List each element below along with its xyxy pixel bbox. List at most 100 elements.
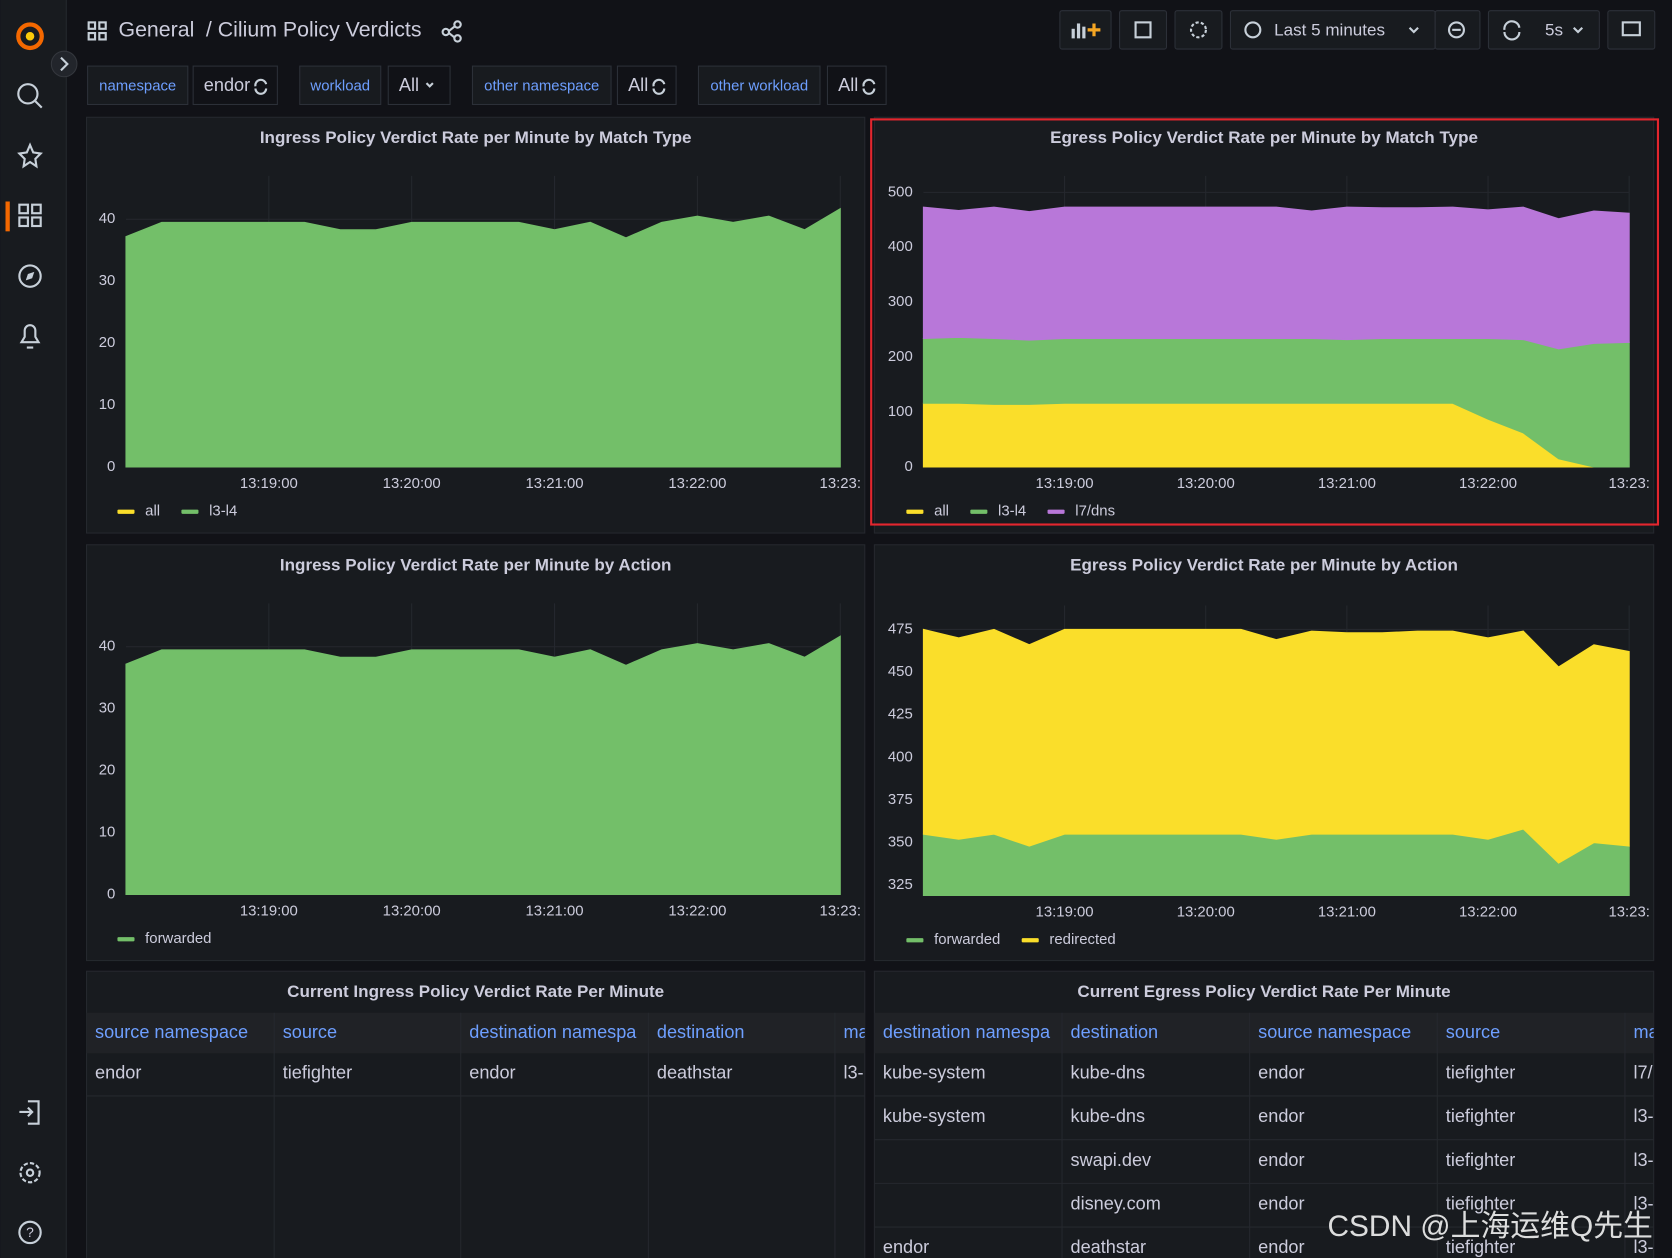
table-cell: tiefighter bbox=[1446, 1106, 1515, 1126]
legend-label: all bbox=[934, 503, 949, 520]
column-header[interactable]: source bbox=[283, 1022, 337, 1042]
column-header[interactable]: source namespace bbox=[95, 1022, 248, 1042]
add-panel-button[interactable] bbox=[1059, 10, 1112, 50]
panel-title: Ingress Policy Verdict Rate per Minute b… bbox=[280, 556, 672, 575]
refresh-icon bbox=[254, 78, 268, 95]
legend-swatch bbox=[906, 509, 924, 514]
x-tick-label: 13:22:00 bbox=[668, 475, 726, 492]
table-cell: tiefighter bbox=[1446, 1237, 1515, 1257]
grafana-logo[interactable] bbox=[16, 22, 44, 51]
variable-label: other workload bbox=[710, 77, 808, 94]
expand-button[interactable] bbox=[50, 50, 78, 78]
x-tick-label: 13:21:00 bbox=[1318, 475, 1376, 492]
active-indicator bbox=[5, 201, 10, 232]
expand-chevron bbox=[60, 56, 69, 72]
column-header[interactable]: destination namespa bbox=[883, 1022, 1051, 1042]
gear bbox=[19, 1162, 41, 1184]
zoom-out-button[interactable] bbox=[1434, 10, 1481, 50]
variable-label: workload bbox=[309, 77, 370, 94]
x-tick-label: 13:23: bbox=[820, 902, 861, 919]
column-header[interactable]: destination namespa bbox=[469, 1022, 637, 1042]
watermark: CSDN @上海运维Q先生 bbox=[1327, 1210, 1652, 1243]
x-tick-label: 13:21:00 bbox=[1318, 904, 1376, 921]
node bbox=[441, 27, 451, 37]
table-cell: swapi.dev bbox=[1071, 1150, 1152, 1170]
variable-label-box bbox=[87, 65, 189, 106]
sign-in-icon[interactable] bbox=[19, 1100, 40, 1125]
refresh-picker[interactable] bbox=[1487, 10, 1600, 50]
table-cell: tiefighter bbox=[1446, 1193, 1515, 1213]
chevron bbox=[1408, 26, 1419, 34]
variable-value-box[interactable] bbox=[387, 65, 451, 106]
settings-button[interactable] bbox=[1174, 10, 1223, 50]
y-tick-label: 100 bbox=[888, 403, 913, 420]
table-cell: endor bbox=[883, 1237, 929, 1257]
y-tick-label: 40 bbox=[99, 638, 116, 655]
legend-label: all bbox=[145, 503, 160, 520]
column-header[interactable]: ma bbox=[843, 1022, 869, 1042]
compass-needle bbox=[25, 271, 35, 281]
table-title: Current Egress Policy Verdict Rate Per M… bbox=[1077, 982, 1450, 1001]
table-cell: endor bbox=[1258, 1237, 1304, 1257]
dashboards-icon[interactable] bbox=[18, 203, 42, 228]
variable-value-box[interactable] bbox=[192, 65, 278, 106]
settings-icon[interactable] bbox=[19, 1162, 41, 1184]
help-icon[interactable]: ? bbox=[18, 1220, 42, 1245]
logo-ring bbox=[16, 22, 44, 51]
save-button[interactable] bbox=[1119, 10, 1168, 50]
y-tick-label: 400 bbox=[888, 748, 913, 765]
column-header[interactable]: ma bbox=[1633, 1022, 1659, 1042]
x-tick-label: 13:21:00 bbox=[526, 902, 584, 919]
table-cell: endor bbox=[95, 1062, 141, 1082]
table-cell: kube-system bbox=[883, 1106, 986, 1126]
grid-cell bbox=[31, 216, 42, 228]
dashboard-title[interactable]: / Cilium Policy Verdicts bbox=[206, 18, 422, 42]
search-handle bbox=[34, 100, 43, 109]
column-header[interactable]: source bbox=[1446, 1022, 1500, 1042]
node bbox=[453, 34, 462, 43]
table-cell: tiefighter bbox=[1446, 1150, 1515, 1170]
table-cell: l3- bbox=[1633, 1150, 1653, 1170]
column-header[interactable]: source namespace bbox=[1258, 1022, 1411, 1042]
table-cell: l3- bbox=[1633, 1237, 1653, 1257]
variable-value: All bbox=[628, 75, 648, 95]
search-icon[interactable] bbox=[17, 83, 43, 109]
chevron-icon bbox=[425, 82, 434, 88]
variable-value-box[interactable] bbox=[616, 65, 677, 106]
alerting-icon[interactable] bbox=[19, 324, 41, 349]
legend-label: l3-l4 bbox=[998, 503, 1026, 520]
area bbox=[125, 635, 841, 895]
y-tick-label: 300 bbox=[888, 293, 913, 310]
table-body: destination namespa destination source nam… bbox=[874, 1012, 1659, 1258]
disk bbox=[1134, 21, 1152, 39]
variable-label: other namespace bbox=[484, 77, 599, 94]
table-body: source namespace source destination namesp… bbox=[86, 1012, 869, 1258]
table-cell: l3- bbox=[843, 1062, 863, 1082]
x-tick-label: 13:19:00 bbox=[1036, 904, 1094, 921]
y-tick-label: 475 bbox=[888, 620, 913, 637]
x-tick-label: 13:19:00 bbox=[240, 475, 298, 492]
tv-mode-button[interactable] bbox=[1607, 10, 1656, 50]
gear-hub bbox=[25, 1168, 35, 1177]
help-ring bbox=[18, 1220, 42, 1245]
legend-label: forwarded bbox=[145, 930, 211, 947]
explore-icon[interactable] bbox=[18, 264, 42, 288]
node bbox=[453, 20, 462, 29]
refresh bbox=[1503, 20, 1521, 41]
legend-label: forwarded bbox=[934, 931, 1000, 948]
column-header[interactable]: destination bbox=[1071, 1022, 1159, 1042]
variables-bar: namespace endor workload All other namespace… bbox=[87, 65, 887, 106]
share-icon[interactable] bbox=[441, 20, 462, 43]
bar bbox=[1076, 23, 1081, 39]
variable-label-box bbox=[299, 65, 382, 106]
time-range[interactable]: Last 5 minutes bbox=[1274, 20, 1385, 39]
y-tick-label: 20 bbox=[99, 334, 116, 351]
table-cell: kube-system bbox=[883, 1062, 986, 1082]
breadcrumb-folder[interactable]: General bbox=[119, 18, 195, 42]
sidebar bbox=[0, 0, 67, 1258]
refresh-interval[interactable]: 5s bbox=[1545, 20, 1563, 39]
starred-icon[interactable] bbox=[17, 142, 43, 169]
column-header[interactable]: destination bbox=[657, 1022, 745, 1042]
variable-value-box[interactable] bbox=[826, 65, 887, 106]
